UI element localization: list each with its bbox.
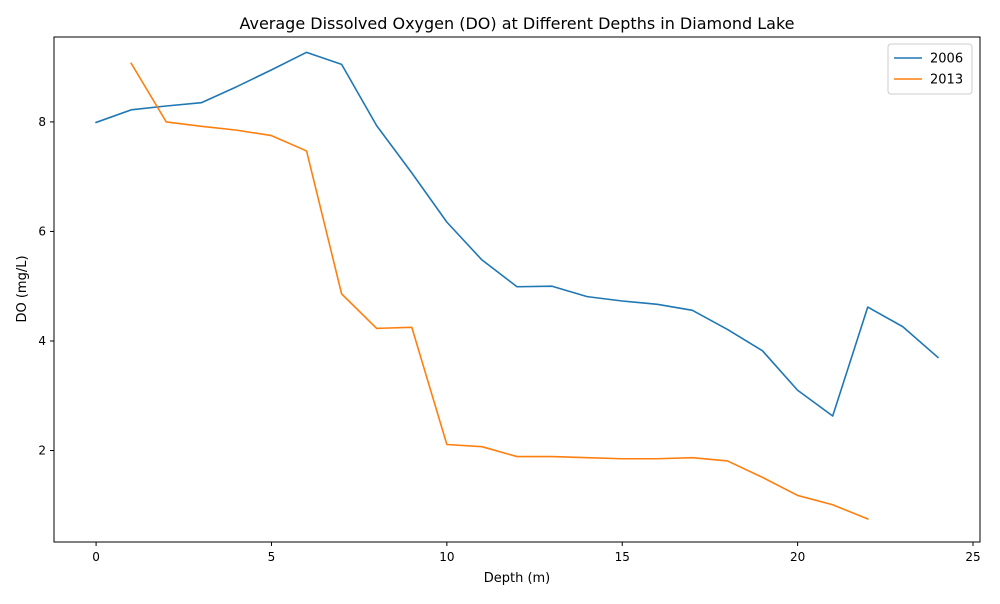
y-tick-label: 2 <box>38 444 46 458</box>
legend: 2006 2013 <box>887 43 973 95</box>
axes: 0 5 10 15 20 25 2 4 6 8 <box>38 36 981 564</box>
x-tick-label: 0 <box>92 550 100 564</box>
y-axis-label: DO (mg/L) <box>15 255 30 322</box>
series-line-2013 <box>130 62 869 521</box>
x-tick-label: 10 <box>439 550 454 564</box>
plot-frame <box>53 36 981 543</box>
legend-label-2013: 2013 <box>930 73 963 88</box>
y-tick-label: 8 <box>38 115 46 129</box>
x-axis-label: Depth (m) <box>484 571 551 586</box>
series-line-2006 <box>95 51 940 417</box>
x-tick-label: 15 <box>615 550 630 564</box>
y-tick-label: 6 <box>38 224 46 238</box>
y-tick-label: 4 <box>38 334 46 348</box>
legend-label-2006: 2006 <box>930 52 963 67</box>
chart-title: Average Dissolved Oxygen (DO) at Differe… <box>239 14 794 33</box>
legend-box <box>887 43 973 95</box>
x-tick-label: 20 <box>790 550 805 564</box>
x-tick-label: 5 <box>268 550 276 564</box>
x-tick-label: 25 <box>965 550 980 564</box>
plot-area <box>95 51 940 521</box>
